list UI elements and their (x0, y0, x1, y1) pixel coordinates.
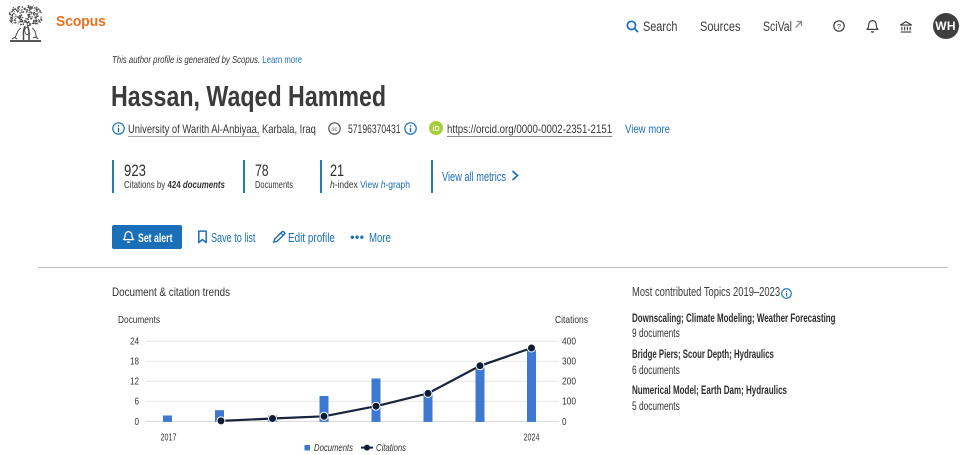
svg-text:100: 100 (562, 396, 576, 408)
svg-text:2024: 2024 (524, 432, 540, 444)
svg-text:Citations: Citations (555, 314, 588, 326)
svg-text:Documents: Documents (118, 314, 160, 326)
svg-text:?: ? (836, 22, 840, 31)
svg-text:6: 6 (135, 396, 140, 408)
svg-text:0: 0 (562, 416, 567, 428)
svg-text:24: 24 (130, 336, 139, 348)
svg-text:300: 300 (562, 356, 576, 368)
svg-text:Documents: Documents (314, 442, 354, 454)
svg-text:0: 0 (135, 416, 140, 428)
svg-text:12: 12 (130, 376, 139, 388)
svg-text:sc: sc (331, 127, 337, 133)
svg-text:2017: 2017 (161, 432, 177, 444)
svg-text:200: 200 (562, 376, 576, 388)
svg-text:400: 400 (562, 336, 576, 348)
svg-text:18: 18 (130, 356, 139, 368)
svg-text:iD: iD (432, 126, 439, 133)
svg-text:Citations: Citations (376, 442, 407, 454)
